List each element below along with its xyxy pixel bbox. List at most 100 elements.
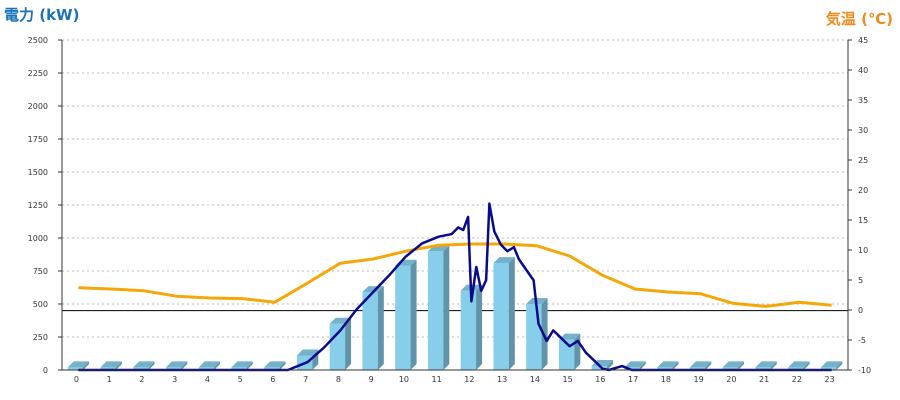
power-bar (264, 361, 286, 370)
power-bar (657, 361, 679, 370)
power-bar-side (181, 361, 188, 370)
right-tick-label: 35 (858, 96, 868, 105)
power-bar-front (427, 251, 444, 370)
power-bar-side (83, 361, 90, 370)
left-tick-label: 1750 (28, 135, 48, 144)
left-tick-label: 1250 (28, 201, 48, 210)
left-tick-label: 1500 (28, 168, 48, 177)
power-bar-top (67, 361, 90, 368)
x-ticks: 0 1 2 3 4 5 6 7 8 9 10 11 12 13 14 15 16 17 18 19 20 21 22 23 (74, 375, 835, 384)
power-bar-front (395, 265, 411, 370)
power-bar-front (820, 367, 837, 370)
power-bar-front (231, 367, 247, 370)
power-bar-front (133, 367, 149, 370)
right-tick-label: 10 (858, 246, 868, 255)
power-bar (67, 361, 90, 370)
power-bar-top (231, 361, 253, 368)
power-bars (67, 245, 843, 370)
power-bar (624, 361, 646, 370)
series-lines (78, 202, 832, 372)
power-bar-top (493, 257, 515, 264)
x-tick-label: 22 (792, 375, 802, 384)
right-tick-label: 0 (858, 306, 863, 315)
power-bar-side (639, 361, 646, 370)
left-tick-label: 2500 (28, 36, 48, 45)
power-bar (820, 361, 843, 370)
temperature-line (78, 242, 832, 308)
power-bar (788, 361, 810, 370)
power-bar (133, 361, 155, 370)
left-tick-label: 2000 (28, 102, 48, 111)
power-bar-top (820, 361, 843, 368)
x-tick-label: 19 (694, 375, 704, 384)
power-bar-side (443, 245, 450, 370)
power-bar-side (607, 360, 614, 370)
right-y-ticks: -10 -5 0 5 10 15 20 25 30 35 40 45 (848, 36, 871, 375)
power-bar (329, 317, 352, 370)
x-tick-label: 17 (628, 375, 638, 384)
power-line (78, 202, 832, 372)
left-y-ticks: 0 250 500 750 1000 1250 1500 1750 2000 2250 2500 (28, 36, 62, 375)
right-tick-label: 40 (858, 66, 868, 75)
power-bar (100, 361, 122, 370)
right-tick-label: 45 (858, 36, 868, 45)
power-bar-front (657, 367, 673, 370)
x-tick-label: 10 (399, 375, 409, 384)
power-bar-top (264, 361, 286, 368)
left-tick-label: 0 (43, 366, 48, 375)
right-tick-label: 15 (858, 216, 868, 225)
power-bar-front (755, 367, 771, 370)
power-bar (296, 349, 319, 370)
power-bar-side (672, 361, 679, 370)
x-tick-label: 21 (759, 375, 769, 384)
power-bar-side (214, 361, 221, 370)
power-bar (198, 361, 221, 370)
power-bar-front (100, 367, 116, 370)
x-tick-label: 16 (595, 375, 605, 384)
power-bar (755, 361, 777, 370)
x-tick-label: 11 (432, 375, 442, 384)
power-bar-top (100, 361, 122, 368)
power-bar-top (133, 361, 155, 368)
grid-lines (62, 39, 848, 338)
power-bar-top (689, 361, 712, 368)
x-tick-label: 0 (74, 375, 79, 384)
right-tick-label: 30 (858, 126, 868, 135)
power-bar-front (165, 367, 182, 370)
power-bar-side (803, 361, 810, 370)
power-bar-side (148, 361, 155, 370)
power-bar-top (296, 349, 319, 356)
power-bar-front (362, 292, 378, 370)
power-bar-front (591, 366, 608, 370)
left-tick-label: 750 (33, 267, 48, 276)
x-tick-label: 5 (238, 375, 243, 384)
right-tick-label: -5 (858, 336, 866, 345)
left-tick-label: 2250 (28, 69, 48, 78)
x-tick-label: 23 (825, 375, 835, 384)
power-bar-side (246, 361, 253, 370)
x-tick-label: 20 (726, 375, 736, 384)
power-bar-side (738, 361, 745, 370)
power-bar-top (755, 361, 777, 368)
x-tick-label: 6 (270, 375, 275, 384)
right-tick-label: 25 (858, 156, 868, 165)
power-bar-front (722, 367, 739, 370)
power-bar (722, 361, 745, 370)
x-tick-label: 3 (172, 375, 177, 384)
x-tick-label: 9 (369, 375, 374, 384)
power-bar-side (476, 284, 483, 370)
power-bar-top (722, 361, 745, 368)
x-tick-label: 2 (139, 375, 144, 384)
power-bar-side (345, 317, 352, 370)
x-tick-label: 18 (661, 375, 671, 384)
power-bar-side (508, 257, 515, 370)
x-tick-label: 7 (303, 375, 308, 384)
x-tick-label: 12 (464, 375, 474, 384)
right-axis-title: 気温 (℃) (826, 10, 893, 28)
x-tick-label: 14 (530, 375, 540, 384)
power-bar-side (836, 361, 843, 370)
power-bar (460, 284, 483, 370)
power-bar-top (165, 361, 188, 368)
power-bar (493, 257, 515, 370)
